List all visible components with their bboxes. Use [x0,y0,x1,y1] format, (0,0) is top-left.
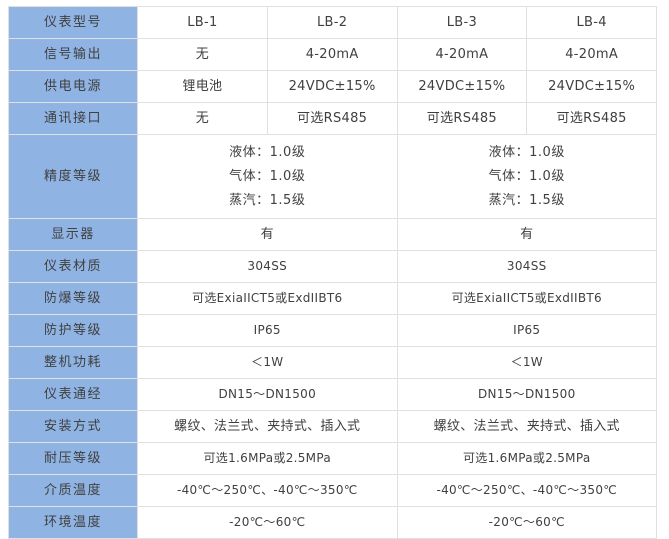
value-cell: 可选RS485 [266,102,398,135]
value-cell-merged: ＜1W [137,346,398,379]
row-label: 仪表型号 [8,6,138,39]
value-cell-merged: -40℃～250℃、-40℃～350℃ [137,474,398,507]
table-row: 环境温度 -20℃～60℃ -20℃～60℃ [8,506,657,539]
value-cell: 4-20mA [266,38,398,71]
row-label: 防爆等级 [8,282,138,315]
specification-table-body: 仪表型号 LB-1 LB-2 LB-3 LB-4 信号输出无 4-20mA 4-20mA 4-2… [8,6,657,539]
row-label: 信号输出 [8,38,138,71]
value-cell-merged: DN15～DN1500 [137,378,398,411]
value-line: 气体：1.0级 [229,168,306,184]
table-row: 仪表型号 LB-1 LB-2 LB-3 LB-4 [8,6,657,39]
value-cell: 24VDC±15% [526,70,657,103]
value-cell-merged: 可选ExiaIICT5或ExdIIBT6 [137,282,398,315]
value-cell-merged: 螺纹、法兰式、夹持式、插入式 [137,410,398,443]
value-cell-merged: 有 [396,218,657,251]
table-row: 防爆等级 可选ExiaIICT5或ExdIIBT6 可选ExiaIICT5或ExdI… [8,282,657,315]
value-cell-merged: IP65 [137,314,398,347]
row-label: 整机功耗 [8,346,138,379]
value-cell-merged: 有 [137,218,398,251]
value-line: 液体：1.0级 [229,144,306,160]
row-label: 显示器 [8,218,138,251]
table-row: 仪表通经 DN15～DN1500 DN15～DN1500 [8,378,657,411]
table-row: 仪表材质 304SS 304SS [8,250,657,283]
value-cell: LB-3 [396,6,528,39]
value-cell: 锂电池 [137,70,268,103]
value-line: 气体：1.0级 [488,168,565,184]
value-cell-merged: IP65 [396,314,657,347]
table-row: 介质温度 -40℃～250℃、-40℃～350℃ -40℃～250℃、-40℃～35… [8,474,657,507]
row-label: 仪表材质 [8,250,138,283]
value-cell-merged: -20℃～60℃ [396,506,657,539]
value-cell: 无 [137,38,268,71]
value-cell: 无 [137,102,268,135]
value-cell-merged: 可选1.6MPa或2.5MPa [137,442,398,475]
value-line: 液体：1.0级 [488,144,565,160]
value-cell-merged: ＜1W [396,346,657,379]
row-label: 仪表通经 [8,378,138,411]
row-label: 安装方式 [8,410,138,443]
row-label: 介质温度 [8,474,138,507]
row-label: 耐压等级 [8,442,138,475]
value-cell: LB-2 [266,6,398,39]
value-cell: LB-1 [137,6,268,39]
value-cell: 24VDC±15% [266,70,398,103]
value-cell-multiline: 液体：1.0级 气体：1.0级 蒸汽：1.5级 [396,134,657,219]
value-cell: 可选RS485 [396,102,528,135]
value-cell-merged: 304SS [396,250,657,283]
value-cell-merged: DN15～DN1500 [396,378,657,411]
row-label: 防护等级 [8,314,138,347]
table-row: 通讯接口无可选RS485 可选RS485 可选RS485 [8,102,657,135]
table-row: 整机功耗 ＜1W ＜1W [8,346,657,379]
value-cell-merged: 可选1.6MPa或2.5MPa [396,442,657,475]
table-row: 供电电源 锂电池 24VDC±15% 24VDC±15% 24VDC±15% [8,70,657,103]
row-label: 通讯接口 [8,102,138,135]
value-cell: 可选RS485 [526,102,657,135]
value-line: 蒸汽：1.5级 [488,192,565,208]
value-cell: 4-20mA [396,38,528,71]
table-row: 安装方式 螺纹、法兰式、夹持式、插入式 螺纹、法兰式、夹持式、插入式 [8,410,657,443]
table-row: 精度等级 液体：1.0级 气体：1.0级 蒸汽：1.5级 液体：1.0级 气体：1.0级蒸… [8,134,657,219]
value-line: 蒸汽：1.5级 [229,192,306,208]
specification-table-container: 仪表型号 LB-1 LB-2 LB-3 LB-4 信号输出无 4-20mA 4-20mA 4-2… [8,6,657,539]
value-cell-merged: -40℃～250℃、-40℃～350℃ [396,474,657,507]
table-row: 防护等级 IP65 IP65 [8,314,657,347]
value-cell-multiline: 液体：1.0级 气体：1.0级 蒸汽：1.5级 [137,134,398,219]
value-cell: 24VDC±15% [396,70,528,103]
row-label: 精度等级 [8,134,138,219]
table-row: 显示器有有 [8,218,657,251]
row-label: 环境温度 [8,506,138,539]
row-label: 供电电源 [8,70,138,103]
value-cell-merged: 304SS [137,250,398,283]
value-cell: LB-4 [526,6,657,39]
value-cell-merged: 可选ExiaIICT5或ExdIIBT6 [396,282,657,315]
value-cell-merged: -20℃～60℃ [137,506,398,539]
table-row: 信号输出无 4-20mA 4-20mA 4-20mA [8,38,657,71]
value-cell-merged: 螺纹、法兰式、夹持式、插入式 [396,410,657,443]
value-cell: 4-20mA [526,38,657,71]
instrument-specification-table: 仪表型号 LB-1 LB-2 LB-3 LB-4 信号输出无 4-20mA 4-20mA 4-2… [8,6,657,539]
table-row: 耐压等级 可选1.6MPa或2.5MPa 可选1.6MPa或2.5MPa [8,442,657,475]
